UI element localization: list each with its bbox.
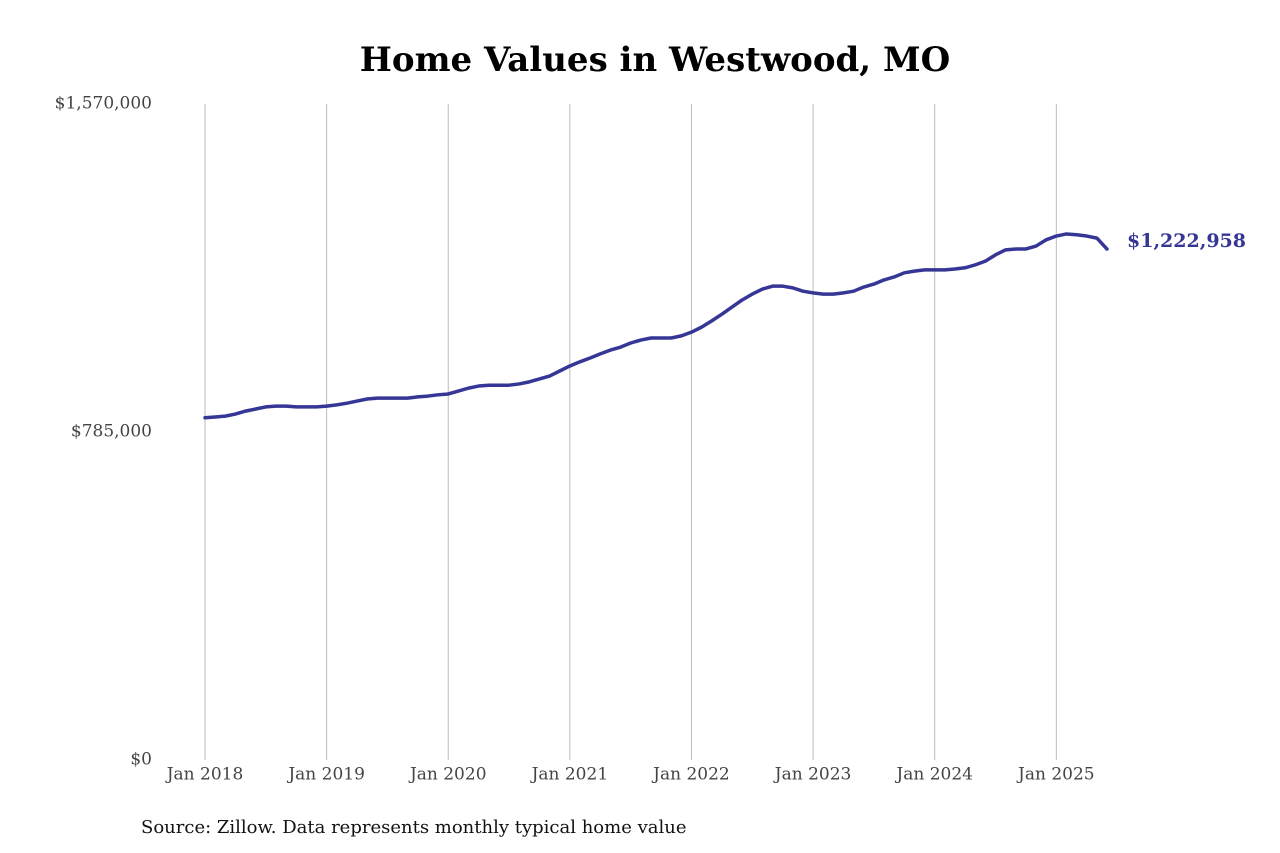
x-tick-label: Jan 2022 <box>651 765 730 785</box>
source-note: Source: Zillow. Data represents monthly … <box>141 817 687 838</box>
x-tick-label: Jan 2023 <box>773 765 852 785</box>
line <box>203 232 1109 420</box>
y-tick-label: $1,570,000 <box>55 94 152 114</box>
x-tick-label: Jan 2025 <box>1016 765 1095 785</box>
x-tick-label: Jan 2018 <box>165 765 244 785</box>
x-tick-label: Jan 2021 <box>530 765 609 785</box>
chart-title: Home Values in Westwood, MO <box>360 40 950 80</box>
y-tick-label: $785,000 <box>71 422 152 442</box>
data-label: $1,222,958 <box>1127 230 1246 252</box>
x-tick-label: Jan 2020 <box>408 765 487 785</box>
y-tick-label: $0 <box>130 750 152 770</box>
x-tick-label: Jan 2019 <box>286 765 365 785</box>
x-tick-label: Jan 2024 <box>894 765 973 785</box>
